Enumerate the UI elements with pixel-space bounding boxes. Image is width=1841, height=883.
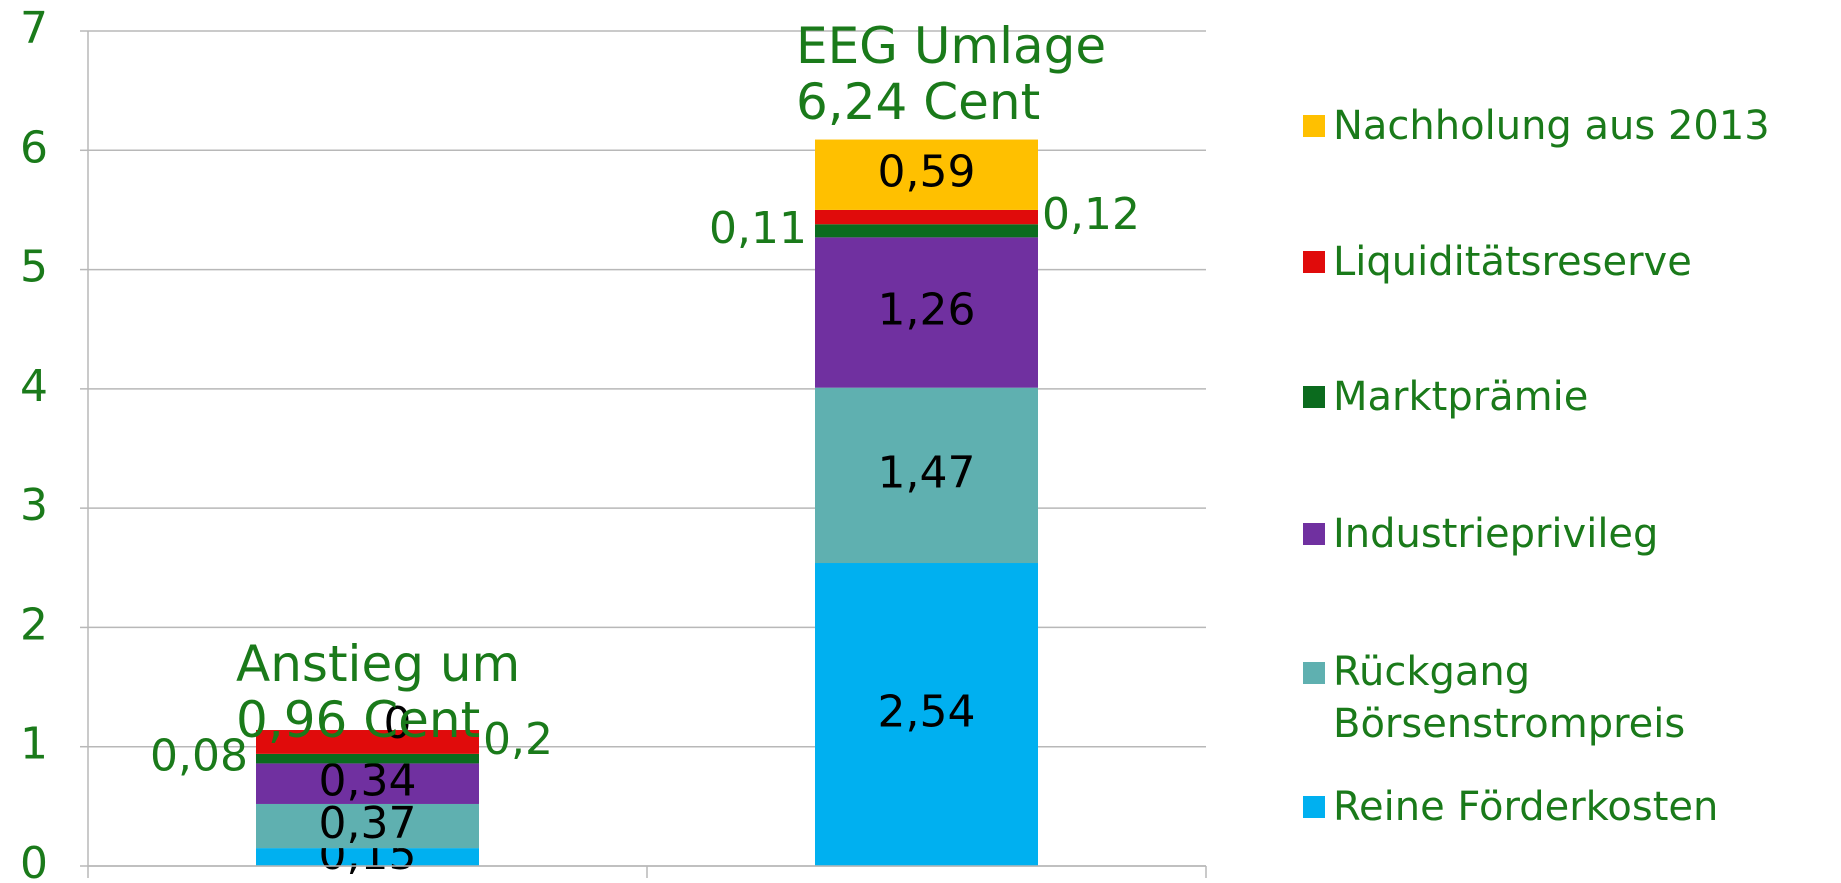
legend-item: Liquiditätsreserve	[1303, 236, 1813, 288]
bar-segment	[256, 763, 479, 804]
legend-swatch	[1303, 662, 1325, 684]
legend-label: Rückgang Börsenstrompreis	[1333, 649, 1686, 747]
legend-label: Reine Förderkosten	[1333, 784, 1719, 830]
data-label: 0,11	[709, 203, 807, 254]
data-label: 0,37	[319, 798, 417, 849]
legend-item: Industrieprivileg	[1303, 508, 1813, 560]
y-tick-label: 2	[20, 599, 48, 650]
bar-segment	[256, 848, 479, 866]
y-tick-label: 3	[20, 480, 48, 531]
data-label: 0,2	[483, 714, 553, 765]
legend-label: Liquiditätsreserve	[1333, 239, 1692, 285]
legend-swatch	[1303, 251, 1325, 273]
y-tick-label: 1	[20, 719, 48, 770]
bar-segment	[815, 563, 1038, 866]
legend-swatch	[1303, 796, 1325, 818]
bar-segment	[815, 224, 1038, 238]
annotation: Anstieg um 0,96 Cent	[236, 635, 521, 749]
bar-segment	[815, 237, 1038, 388]
legend-label: Marktprämie	[1333, 374, 1589, 420]
bar-segment	[815, 387, 1038, 564]
data-label: 0,59	[878, 147, 976, 198]
data-label: 1,26	[878, 285, 976, 336]
data-label: 0,12	[1042, 189, 1140, 240]
y-tick-label: 5	[20, 242, 48, 293]
y-tick-label: 7	[20, 3, 48, 54]
legend-swatch	[1303, 523, 1325, 545]
legend-swatch	[1303, 386, 1325, 408]
legend-item: Nachholung aus 2013	[1303, 100, 1813, 152]
data-label: 0,34	[319, 756, 417, 807]
legend-swatch	[1303, 115, 1325, 137]
legend-item: Marktprämie	[1303, 371, 1813, 423]
y-tick-label: 0	[20, 838, 48, 883]
legend-label: Nachholung aus 2013	[1333, 103, 1770, 149]
legend-item: Rückgang Börsenstrompreis	[1303, 646, 1686, 750]
bar-segment	[256, 753, 479, 764]
annotation: EEG Umlage 6,24 Cent	[796, 17, 1107, 131]
y-tick-label: 6	[20, 122, 48, 173]
bar-segment	[815, 209, 1038, 225]
bar-segment	[256, 730, 479, 754]
legend-item: Reine Förderkosten	[1303, 781, 1813, 833]
data-label: 1,47	[878, 447, 976, 498]
data-label: 0	[384, 698, 412, 749]
bar-segment	[815, 139, 1038, 210]
data-label: 0,08	[150, 731, 248, 782]
y-tick-label: 4	[20, 361, 48, 412]
legend-label: Industrieprivileg	[1333, 511, 1659, 557]
data-label: 2,54	[878, 687, 976, 738]
bar-segment	[256, 803, 479, 849]
